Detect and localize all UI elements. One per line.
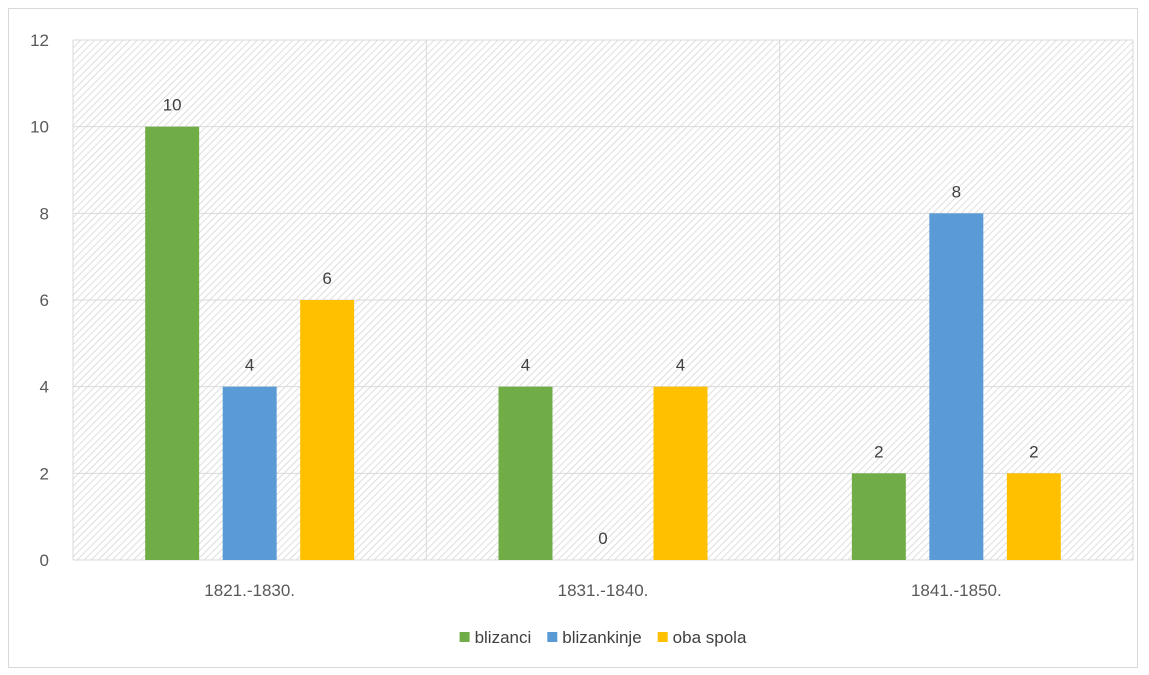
data-label: 0	[598, 529, 607, 548]
data-label: 4	[521, 356, 530, 375]
legend-label: oba spola	[673, 628, 747, 647]
bar	[654, 387, 708, 560]
y-tick-label: 4	[40, 378, 49, 397]
bar	[300, 300, 354, 560]
data-label: 2	[1029, 442, 1038, 461]
bar	[1007, 473, 1061, 560]
bar	[145, 127, 199, 560]
y-tick-label: 0	[40, 551, 49, 570]
bar	[223, 387, 277, 560]
y-tick-label: 10	[30, 118, 49, 137]
x-tick-label: 1821.-1830.	[204, 581, 295, 600]
y-tick-label: 2	[40, 464, 49, 483]
data-label: 2	[874, 442, 883, 461]
legend-swatch	[547, 632, 557, 642]
bar	[929, 213, 983, 560]
data-label: 8	[952, 182, 961, 201]
x-tick-label: 1841.-1850.	[911, 581, 1002, 600]
legend: blizanci blizankinje oba spola	[460, 628, 747, 647]
y-tick-label: 6	[40, 291, 49, 310]
data-label: 6	[322, 269, 331, 288]
y-tick-label: 12	[30, 31, 49, 50]
legend-swatch	[460, 632, 470, 642]
bar	[499, 387, 553, 560]
legend-label: blizanci	[475, 628, 532, 647]
legend-swatch	[658, 632, 668, 642]
bar	[852, 473, 906, 560]
data-label: 4	[245, 356, 254, 375]
legend-label: blizankinje	[562, 628, 641, 647]
data-label: 4	[676, 356, 685, 375]
x-tick-label: 1831.-1840.	[558, 581, 649, 600]
y-tick-label: 8	[40, 204, 49, 223]
data-label: 10	[163, 96, 182, 115]
